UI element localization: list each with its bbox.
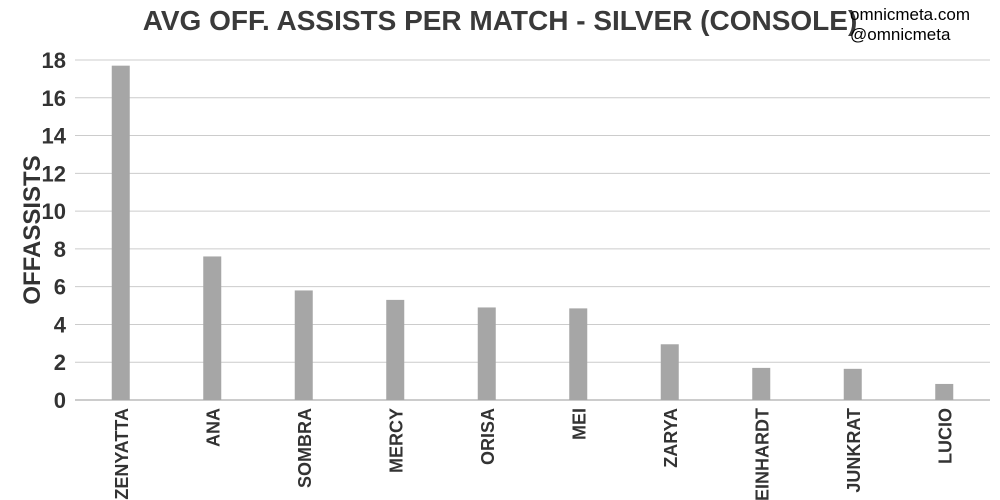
bar bbox=[752, 367, 771, 400]
category-label: SOMBRA bbox=[295, 408, 315, 488]
category-label: LUCIO bbox=[935, 408, 955, 464]
y-tick-label: 4 bbox=[54, 312, 67, 337]
gridlines bbox=[75, 59, 990, 401]
y-tick-label: 2 bbox=[54, 350, 66, 375]
bar bbox=[294, 290, 313, 400]
category-label: ANA bbox=[203, 408, 223, 447]
y-tick-label: 16 bbox=[42, 86, 66, 111]
y-tick-label: 0 bbox=[54, 388, 66, 413]
y-axis-label: OFFASSISTS bbox=[19, 155, 46, 304]
y-tick-label: 14 bbox=[42, 124, 67, 149]
category-label: ORISA bbox=[478, 408, 498, 465]
bar bbox=[569, 308, 588, 400]
bar bbox=[203, 256, 222, 400]
category-label: REINHARDT bbox=[752, 408, 772, 500]
category-label: MERCY bbox=[386, 408, 406, 473]
y-tick-label: 8 bbox=[54, 237, 66, 262]
y-axis-ticks: 0 2 4 6 8 10 12 14 16 18 bbox=[42, 48, 67, 413]
y-tick-label: 6 bbox=[54, 275, 66, 300]
category-label: ZENYATTA bbox=[112, 408, 132, 500]
category-label: JUNKRAT bbox=[844, 408, 864, 493]
y-tick-label: 12 bbox=[42, 161, 66, 186]
chart-title: AVG OFF. ASSISTS PER MATCH - SILVER (CON… bbox=[143, 5, 858, 36]
bar bbox=[935, 383, 954, 400]
category-label: MEI bbox=[569, 408, 589, 440]
category-label: ZARYA bbox=[661, 408, 681, 468]
y-tick-label: 18 bbox=[42, 48, 66, 73]
category-labels: ZENYATTA ANA SOMBRA MERCY ORISA MEI ZARYA REINH… bbox=[112, 408, 956, 500]
bars bbox=[111, 65, 954, 401]
bar bbox=[660, 344, 679, 400]
credit-handle: @omnicmeta bbox=[850, 25, 951, 44]
y-tick-label: 10 bbox=[42, 199, 66, 224]
bar bbox=[386, 299, 405, 400]
credit-website: omnicmeta.com bbox=[850, 5, 970, 24]
bar bbox=[843, 368, 862, 400]
bar bbox=[477, 307, 496, 400]
bar bbox=[111, 65, 130, 401]
